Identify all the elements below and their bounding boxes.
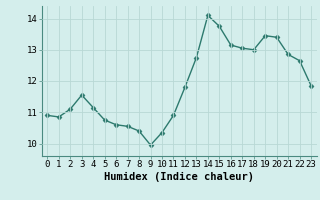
X-axis label: Humidex (Indice chaleur): Humidex (Indice chaleur): [104, 172, 254, 182]
